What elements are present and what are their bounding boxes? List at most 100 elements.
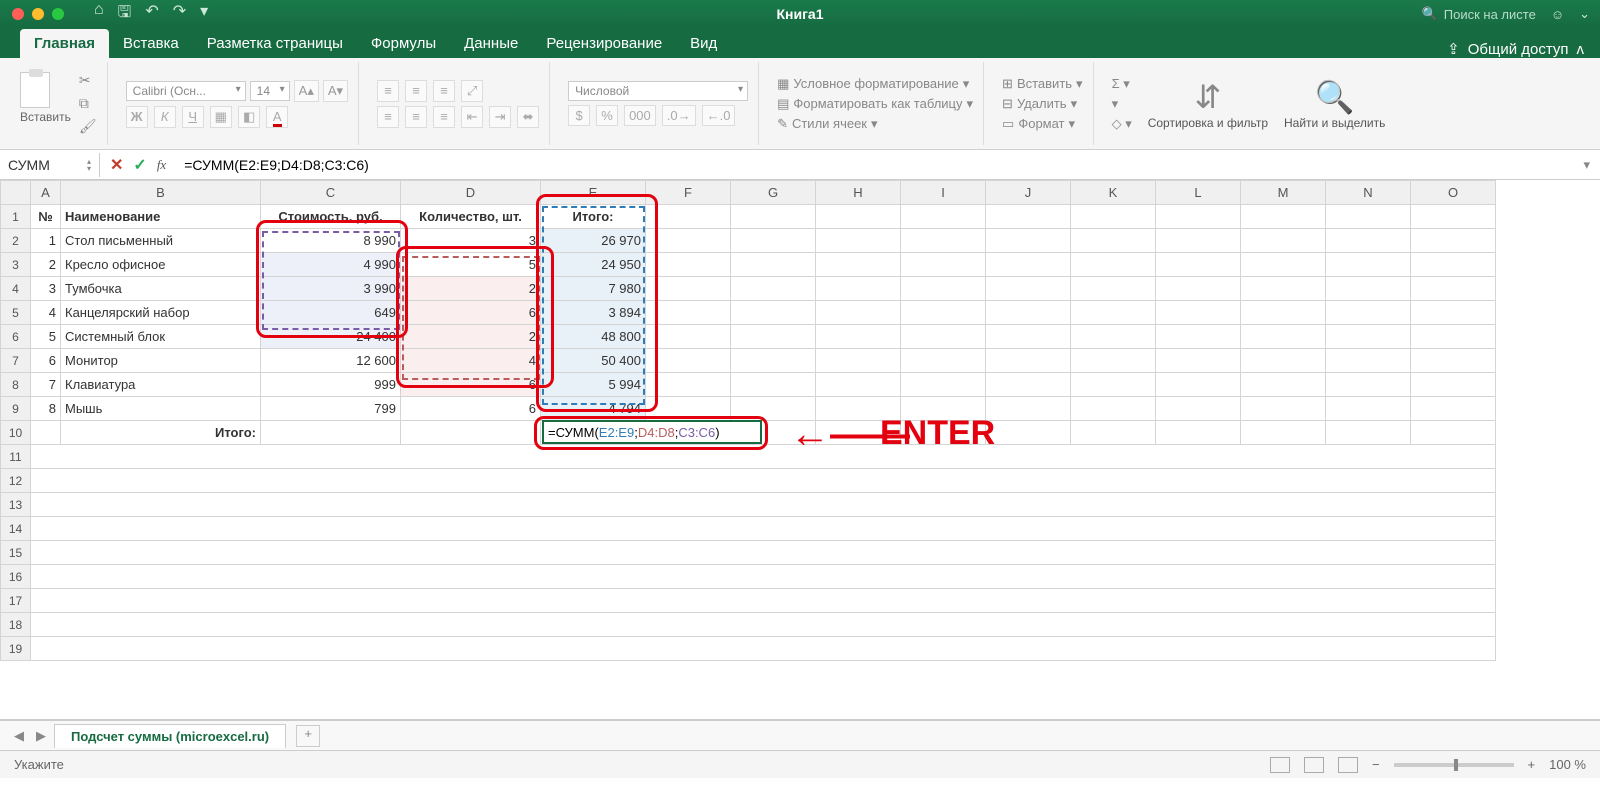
conditional-formatting-button[interactable]: ▦Условное форматирование ▾ — [777, 76, 969, 92]
tab-review[interactable]: Рецензирование — [532, 29, 676, 58]
thousands-icon[interactable]: 000 — [624, 105, 656, 126]
row-header[interactable]: 18 — [1, 613, 31, 637]
cancel-icon[interactable]: ✕ — [110, 155, 123, 175]
spreadsheet-grid[interactable]: A B C D E F G H I J K L M N O 1 № Наимен… — [0, 180, 1600, 720]
tab-insert[interactable]: Вставка — [109, 29, 193, 58]
find-select-icon[interactable]: 🔍 — [1284, 78, 1385, 116]
indent-dec-icon[interactable]: ⇤ — [461, 106, 483, 128]
cell[interactable]: Тумбочка — [61, 277, 261, 301]
zoom-slider[interactable] — [1394, 763, 1514, 767]
cell[interactable]: 26 970 — [541, 229, 646, 253]
row-header[interactable]: 5 — [1, 301, 31, 325]
confirm-icon[interactable]: ✓ — [133, 155, 146, 175]
cell[interactable]: № — [31, 205, 61, 229]
cell[interactable]: 799 — [261, 397, 401, 421]
sheet-tab[interactable]: Подсчет суммы (microexcel.ru) — [54, 724, 286, 748]
cell[interactable] — [31, 421, 61, 445]
row-header[interactable]: 7 — [1, 349, 31, 373]
borders-icon[interactable]: ▦ — [210, 106, 232, 128]
minimize-icon[interactable] — [32, 8, 44, 20]
cell[interactable] — [401, 421, 541, 445]
percent-icon[interactable]: % — [596, 105, 618, 126]
add-sheet-button[interactable]: + — [296, 725, 320, 747]
increase-font-icon[interactable]: A▴ — [294, 80, 319, 102]
currency-icon[interactable]: $ — [568, 105, 590, 126]
sheet-nav-next-icon[interactable]: ▶ — [32, 728, 50, 744]
row-header[interactable]: 4 — [1, 277, 31, 301]
cell[interactable]: 1 — [31, 229, 61, 253]
cut-icon[interactable]: ✂ — [79, 72, 97, 89]
row-header[interactable]: 2 — [1, 229, 31, 253]
chevron-down-icon[interactable]: ⌄ — [1579, 6, 1590, 22]
cell[interactable]: 6 — [31, 349, 61, 373]
col-header[interactable]: L — [1156, 181, 1241, 205]
cell[interactable]: 2 — [31, 253, 61, 277]
view-page-break-icon[interactable] — [1338, 757, 1358, 773]
format-painter-icon[interactable]: 🖌 — [79, 118, 97, 135]
col-header[interactable]: N — [1326, 181, 1411, 205]
cell[interactable]: 48 800 — [541, 325, 646, 349]
cell[interactable]: 649 — [261, 301, 401, 325]
col-header[interactable]: C — [261, 181, 401, 205]
cell[interactable]: Мышь — [61, 397, 261, 421]
col-header[interactable]: F — [646, 181, 731, 205]
cell[interactable]: 8 — [31, 397, 61, 421]
row-header[interactable]: 10 — [1, 421, 31, 445]
name-box[interactable]: СУММ ▴▾ — [0, 153, 100, 177]
col-header[interactable]: K — [1071, 181, 1156, 205]
cell[interactable]: 4 794 — [541, 397, 646, 421]
formula-cell-overlay[interactable]: =СУММ(E2:E9;D4:D8;C3:C6) — [542, 420, 762, 444]
cell[interactable]: 4 — [401, 349, 541, 373]
tab-home[interactable]: Главная — [20, 29, 109, 58]
dec-decimal-icon[interactable]: ←.0 — [702, 105, 736, 126]
row-header[interactable]: 6 — [1, 325, 31, 349]
italic-icon[interactable]: К — [154, 106, 176, 128]
row-header[interactable]: 14 — [1, 517, 31, 541]
cell[interactable]: Итого: — [541, 205, 646, 229]
cell[interactable]: Клавиатура — [61, 373, 261, 397]
fill-color-icon[interactable]: ◧ — [238, 106, 260, 128]
col-header[interactable]: I — [901, 181, 986, 205]
cell[interactable]: 8 990 — [261, 229, 401, 253]
row-header[interactable]: 13 — [1, 493, 31, 517]
row-header[interactable]: 1 — [1, 205, 31, 229]
zoom-out-icon[interactable]: − — [1372, 757, 1380, 772]
cell[interactable]: 6 — [401, 301, 541, 325]
align-center-icon[interactable]: ≡ — [405, 106, 427, 128]
cell[interactable]: 5 994 — [541, 373, 646, 397]
cell[interactable]: 4 — [31, 301, 61, 325]
maximize-icon[interactable] — [52, 8, 64, 20]
orientation-icon[interactable]: ⤢ — [461, 80, 483, 102]
decrease-font-icon[interactable]: A▾ — [323, 80, 348, 102]
row-header[interactable]: 16 — [1, 565, 31, 589]
number-format-select[interactable]: Числовой — [568, 81, 748, 101]
cell[interactable]: 50 400 — [541, 349, 646, 373]
row-header[interactable]: 3 — [1, 253, 31, 277]
align-bottom-icon[interactable]: ≡ — [433, 80, 455, 102]
select-all-corner[interactable] — [1, 181, 31, 205]
insert-cells-button[interactable]: ⊞Вставить ▾ — [1002, 76, 1083, 92]
cell[interactable]: 2 — [401, 277, 541, 301]
qat-more-icon[interactable]: ▾ — [200, 1, 208, 28]
format-cells-button[interactable]: ▭Формат ▾ — [1002, 116, 1075, 132]
cell[interactable]: Стол письменный — [61, 229, 261, 253]
col-header[interactable]: B — [61, 181, 261, 205]
cell[interactable]: Системный блок — [61, 325, 261, 349]
tab-view[interactable]: Вид — [676, 29, 731, 58]
delete-cells-button[interactable]: ⊟Удалить ▾ — [1002, 96, 1077, 112]
cell[interactable]: 12 600 — [261, 349, 401, 373]
cell[interactable]: 3 990 — [261, 277, 401, 301]
cell[interactable]: 5 — [401, 253, 541, 277]
cell[interactable]: 2 — [401, 325, 541, 349]
cell[interactable]: 7 — [31, 373, 61, 397]
row-header[interactable]: 8 — [1, 373, 31, 397]
collapse-ribbon-icon[interactable]: ʌ — [1577, 41, 1585, 58]
cell[interactable]: 24 400 — [261, 325, 401, 349]
align-right-icon[interactable]: ≡ — [433, 106, 455, 128]
col-header[interactable]: A — [31, 181, 61, 205]
cell[interactable]: Кресло офисное — [61, 253, 261, 277]
cell[interactable]: 6 — [401, 373, 541, 397]
sort-filter-icon[interactable]: ⇵ — [1148, 78, 1268, 116]
bold-icon[interactable]: Ж — [126, 106, 148, 128]
font-color-icon[interactable]: A — [266, 106, 288, 128]
